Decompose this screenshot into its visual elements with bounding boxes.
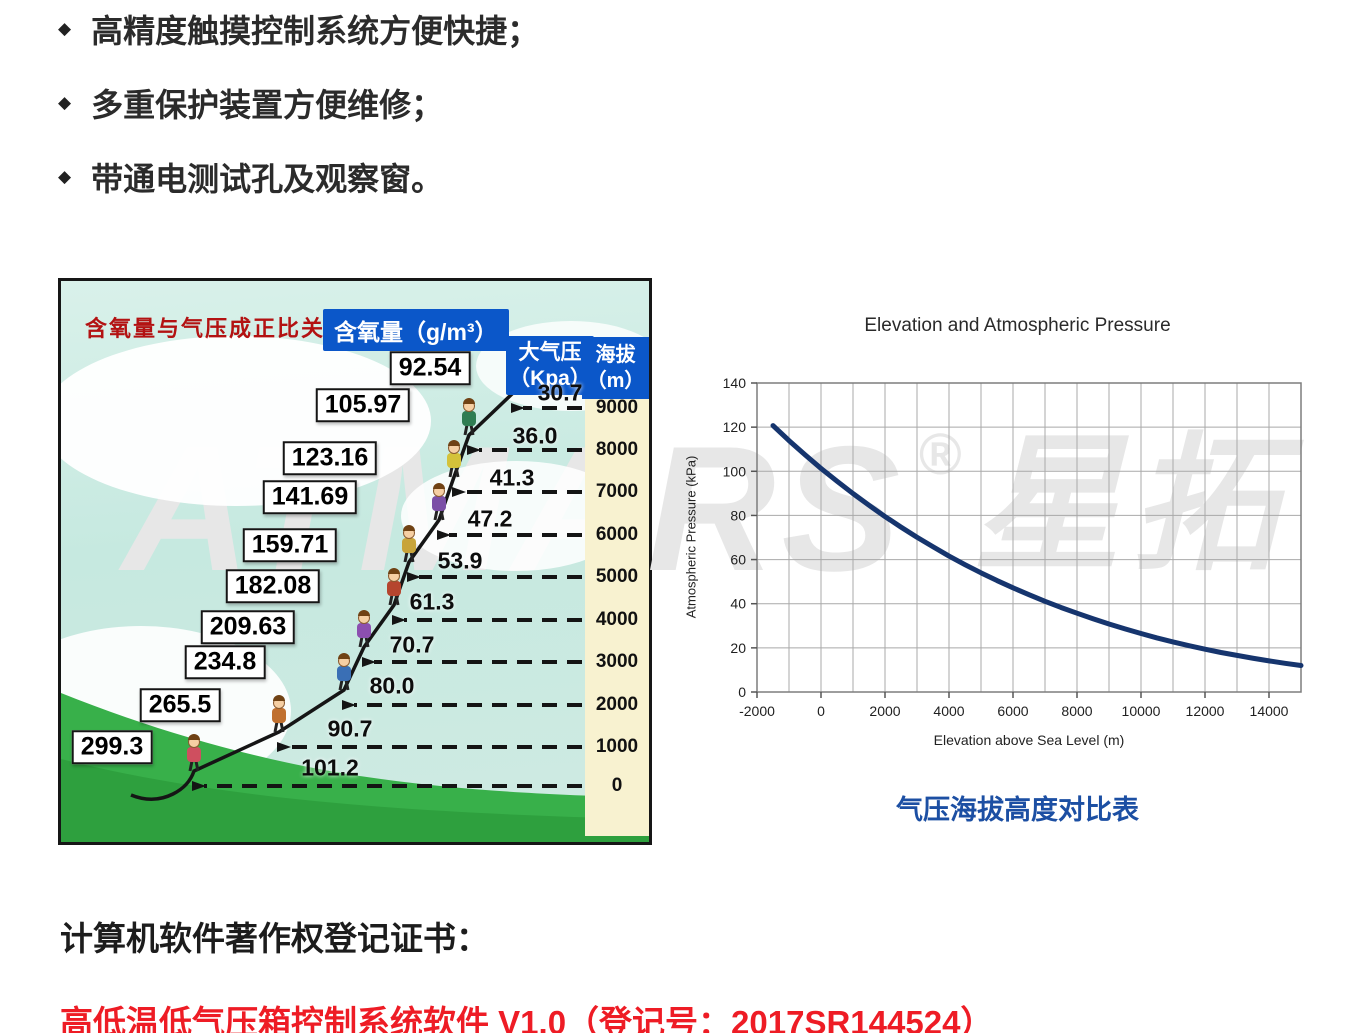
elevation-tick-label: 6000 [595,524,639,545]
y-tick-label: 20 [730,640,746,656]
pressure-value-label: 41.3 [489,464,535,491]
pressure-curve [770,423,1304,669]
climber-figure [187,734,201,772]
y-tick-label: 120 [723,419,747,435]
x-tick-label: 8000 [1061,703,1092,719]
slope-line [130,361,541,801]
elevation-tick-label: 7000 [595,481,639,502]
climber-figure [462,398,476,436]
elevation-strip: 9000 8000 7000 6000 5000 4000 3000 2000 1000 0 [585,397,649,836]
climber-figure [272,695,286,733]
oxygen-value-box: 159.71 [242,528,338,562]
climber-figure [337,653,351,691]
chart-plot: -2000 0 2000 4000 6000 8000 10000 12000 14000 0 20… [723,375,1304,719]
pressure-header-badge: 大气压 （Kpa） [506,336,594,396]
pressure-arrows [192,403,582,791]
pressure-value-label: 30.7 [537,379,583,406]
oxygen-value-box: 209.63 [200,610,296,644]
y-tick-label: 100 [723,463,747,479]
bullet-text: 多重保护装置方便维修； [91,87,444,123]
chart-x-axis-label: Elevation above Sea Level (m) [933,732,1125,748]
x-tick-label: 6000 [997,703,1028,719]
chart-caption: 气压海拔高度对比表 [896,795,1139,825]
gridlines [756,382,1302,693]
pressure-header-line1: 大气压 [518,341,582,364]
oxygen-value-box: 265.5 [139,688,221,722]
cartoon-title: 含氧量与气压成正比关系 [85,316,350,341]
bullet-item: ◆ 高精度触摸控制系统方便快捷； [58,6,539,52]
pressure-value-label: 90.7 [327,715,373,742]
climber-figure [447,440,461,478]
oxygen-value-box: 299.3 [71,730,153,764]
pressure-value-label: 47.2 [467,505,513,532]
pressure-value-label: 80.0 [369,672,415,699]
oxygen-value-box: 123.16 [282,441,378,475]
oxygen-pressure-cartoon: 含氧量与气压成正比关系 含氧量（g/m³） 大气压 （Kpa） 海拔 （m） 9… [58,278,652,845]
y-tick-label: 80 [730,507,746,523]
bullet-item: ◆ 带通电测试孔及观察窗。 [58,154,443,200]
bullet-item: ◆ 多重保护装置方便维修； [58,80,443,126]
pressure-header-line2: （Kpa） [509,366,591,390]
oxygen-value-box: 141.69 [262,480,358,514]
elevation-tick-label: 0 [611,775,623,796]
pressure-value-label: 36.0 [512,422,558,449]
elevation-header-line1: 海拔 [595,344,636,366]
elevation-tick-label: 8000 [595,439,639,460]
diamond-bullet-icon: ◆ [58,19,72,38]
oxygen-value-box: 92.54 [389,351,471,385]
elevation-tick-label: 2000 [595,694,639,715]
diamond-bullet-icon: ◆ [58,93,72,112]
elevation-tick-label: 3000 [595,651,639,672]
x-tick-label: -2000 [739,703,775,719]
pressure-value-label: 61.3 [409,588,455,615]
climber-figure [402,525,416,563]
elevation-tick-label: 9000 [595,397,639,418]
axis-ticks: -2000 0 2000 4000 6000 8000 10000 12000 14000 0 20… [723,375,1289,719]
x-tick-label: 14000 [1250,703,1289,719]
x-tick-label: 4000 [933,703,964,719]
y-tick-label: 0 [738,684,746,700]
chart-title: Elevation and Atmospheric Pressure [864,315,1171,336]
elevation-header-badge: 海拔 （m） [582,337,649,399]
y-tick-label: 60 [730,552,746,568]
chart-y-axis-label: Atmospheric Pressure (kPa) [683,455,699,619]
elevation-header-line2: （m） [586,370,645,392]
pressure-chart: Elevation and Atmospheric Pressure -2000… [675,305,1360,775]
bullet-text: 带通电测试孔及观察窗。 [91,161,444,197]
certificate-detail: 高低温低气压箱控制系统软件 V1.0（登记号：2017SR144524） [60,1004,994,1033]
elevation-tick-label: 4000 [595,609,639,630]
elevation-tick-label: 5000 [595,566,639,587]
y-tick-label: 40 [730,596,746,612]
x-tick-label: 2000 [869,703,900,719]
elevation-tick-label: 1000 [595,736,639,757]
oxygen-value-box: 105.97 [315,388,411,422]
hill-front [61,759,649,842]
diamond-bullet-icon: ◆ [58,167,72,186]
pressure-value-label: 101.2 [301,754,359,781]
plot-frame [756,382,1302,693]
climber-figure [432,483,446,521]
climber-figure [357,610,371,648]
x-tick-label: 10000 [1122,703,1161,719]
oxygen-value-box: 182.08 [225,569,321,603]
y-tick-label: 140 [723,375,747,391]
pressure-value-label: 53.9 [437,547,483,574]
oxygen-value-box: 234.8 [184,645,266,679]
pressure-value-label: 70.7 [389,631,435,658]
climber-figure [387,568,401,606]
certificate-heading: 计算机软件著作权登记证书： [60,920,489,957]
oxygen-header-badge: 含氧量（g/m³） [323,309,509,351]
x-tick-label: 12000 [1186,703,1225,719]
bullet-text: 高精度触摸控制系统方便快捷； [91,13,540,49]
x-tick-label: 0 [817,703,825,719]
